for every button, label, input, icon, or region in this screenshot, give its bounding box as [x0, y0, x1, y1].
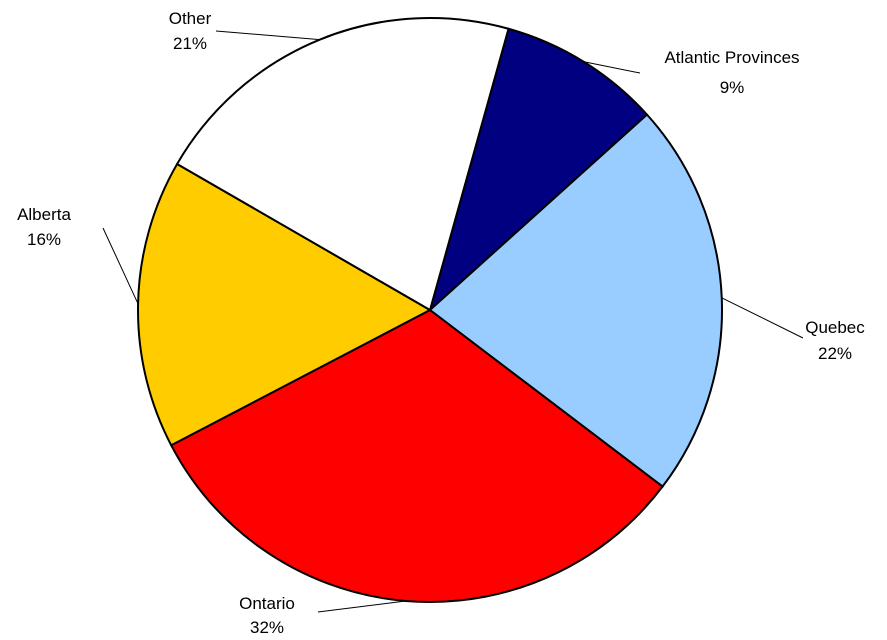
leader-line	[216, 31, 320, 40]
slice-name-label: Atlantic Provinces	[664, 48, 799, 67]
leader-line	[103, 228, 138, 304]
slice-name-label: Ontario	[239, 594, 295, 613]
leader-line	[318, 601, 406, 612]
slice-name-label: Alberta	[17, 205, 71, 224]
pie-slices	[138, 18, 722, 602]
slice-percent-label: 9%	[720, 78, 745, 97]
slice-name-label: Quebec	[805, 318, 865, 337]
slice-percent-label: 22%	[818, 344, 852, 363]
slice-percent-label: 32%	[250, 618, 284, 637]
leader-line	[722, 298, 803, 338]
slice-percent-label: 21%	[173, 34, 207, 53]
slice-name-label: Other	[169, 9, 212, 28]
slice-percent-label: 16%	[27, 230, 61, 249]
